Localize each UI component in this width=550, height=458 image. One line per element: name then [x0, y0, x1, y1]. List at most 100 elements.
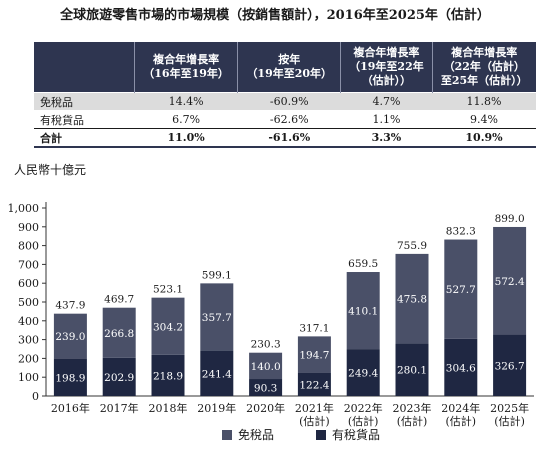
table-row: 合計 11.0% -61.6% 3.3% 10.9%	[34, 128, 536, 148]
data-label: 280.1	[397, 365, 427, 377]
bar-segment-duty-free	[346, 272, 380, 350]
y-tick-label: 100	[18, 371, 39, 384]
table-row: 免稅品 14.4% -60.9% 4.7% 11.8%	[34, 92, 536, 111]
total-label: 523.1	[153, 284, 183, 296]
y-tick-label: 400	[18, 315, 39, 328]
data-label: 304.6	[446, 362, 476, 374]
bar-segment-duty-free	[102, 307, 136, 358]
bar-segment-duty-free	[151, 297, 185, 355]
table-cell: -61.6%	[237, 128, 341, 148]
x-tick-label: (估計)	[299, 414, 330, 428]
table-row-label: 有稅貨品	[34, 110, 135, 129]
table-cell: -62.6%	[237, 110, 341, 129]
data-label: 527.7	[446, 284, 476, 296]
table-cell: 9.4%	[432, 110, 536, 129]
table-cell: 6.7%	[134, 110, 238, 129]
bar-segment-duty-free	[297, 336, 331, 373]
x-tick-label: 2020年	[246, 401, 285, 415]
x-tick-label: 2017年	[100, 401, 139, 415]
table-row-label: 合計	[34, 128, 135, 148]
chart-svg: 人民幣十億元 0 100 200 300 400 500 600 700 800 900 1,000 1…	[8, 163, 534, 442]
bar-segment-dutiable	[297, 372, 331, 396]
bar-segment-dutiable	[444, 338, 478, 396]
data-label: 122.4	[299, 379, 329, 391]
x-tick-label: 2019年	[197, 401, 236, 415]
table-header-0	[34, 42, 135, 93]
bar-segment-dutiable	[151, 354, 185, 396]
data-label: 572.4	[495, 276, 525, 288]
y-tick-label: 300	[18, 334, 39, 347]
table-cell: 11.8%	[432, 92, 536, 111]
y-axis-unit-label: 人民幣十億元	[14, 163, 86, 177]
table-row: 有稅貨品 6.7% -62.6% 1.1% 9.4%	[34, 110, 536, 129]
data-label: 304.2	[153, 321, 183, 333]
total-label: 437.9	[55, 300, 85, 312]
y-tick-label: 900	[18, 221, 39, 234]
data-label: 239.0	[55, 331, 85, 343]
total-label: 899.0	[495, 213, 525, 225]
chart-title: 全球旅遊零售市場的市場規模（按銷售額計），2016年至2025年（估計）	[60, 8, 490, 23]
data-label: 218.9	[153, 370, 183, 382]
table-header-4: 複合年增長率 （22年（估計） 至25年（估計））	[431, 42, 536, 93]
total-label: 317.1	[299, 322, 329, 334]
total-label: 599.1	[202, 269, 232, 281]
legend-swatch	[222, 430, 232, 440]
table-cell: 4.7%	[340, 92, 433, 111]
bar-segment-duty-free	[53, 313, 87, 359]
y-tick-label: 0	[32, 390, 39, 403]
table-header-3: 複合年增長率 （19年至22年 （估計））	[340, 42, 433, 93]
x-tick-label: 2018年	[149, 401, 188, 415]
total-label: 832.3	[446, 226, 476, 238]
data-label: 194.7	[299, 350, 329, 362]
x-tick-label: (估計)	[397, 414, 428, 428]
legend-label: 有稅貨品	[332, 427, 380, 442]
bar-segment-dutiable	[53, 358, 87, 396]
y-tick-label: 600	[18, 277, 39, 290]
table-header-1: 複合年增長率 （16年至19年）	[133, 42, 238, 93]
table-cell: 1.1%	[340, 110, 433, 129]
data-label: 90.3	[254, 383, 277, 395]
table-row-label: 免稅品	[34, 92, 135, 111]
bar-segment-dutiable	[493, 334, 527, 396]
y-tick-label: 200	[18, 352, 39, 365]
data-label: 198.9	[55, 372, 85, 384]
x-tick-label: 2016年	[51, 401, 90, 415]
x-tick-label: 2022年	[344, 401, 383, 415]
data-label: 326.7	[495, 360, 525, 372]
table-cell: 10.9%	[432, 128, 536, 148]
table-cell: 11.0%	[134, 128, 238, 148]
total-label: 230.3	[251, 339, 281, 351]
total-label: 659.5	[348, 258, 378, 270]
table-header-2: 按年 （19年至20年）	[237, 42, 341, 93]
table-cell: 14.4%	[134, 92, 238, 111]
bar-segment-duty-free	[444, 239, 478, 339]
data-label: 202.9	[104, 372, 134, 384]
data-label: 410.1	[348, 306, 378, 318]
x-tick-label: 2025年	[490, 401, 529, 415]
data-label: 357.7	[202, 312, 232, 324]
total-label: 755.9	[397, 240, 427, 252]
table-cell: -60.9%	[237, 92, 341, 111]
x-tick-label: (估計)	[446, 414, 477, 428]
x-tick-label: 2021年	[295, 401, 334, 415]
x-tick-label: (估計)	[494, 414, 525, 428]
bar-segment-dutiable	[102, 357, 136, 396]
bar-segment-duty-free	[493, 226, 527, 335]
data-label: 249.4	[348, 368, 378, 380]
x-tick-label: 2024年	[441, 401, 480, 415]
x-tick-label: (估計)	[348, 414, 379, 428]
y-tick-label: 800	[18, 240, 39, 253]
table-body: 免稅品 14.4% -60.9% 4.7% 11.8% 有稅貨品 6.7% -62.6% 1.1…	[34, 92, 536, 148]
total-label: 469.7	[104, 294, 134, 306]
bar-segment-dutiable	[200, 350, 234, 396]
legend-swatch	[316, 430, 326, 440]
table-header-row: 複合年增長率 （16年至19年） 按年 （19年至20年） 複合年增長率 （19年至22年…	[34, 42, 536, 93]
bar-segment-dutiable	[395, 343, 429, 396]
table-cell: 3.3%	[340, 128, 433, 148]
y-tick-label: 500	[18, 296, 39, 309]
data-label: 475.8	[397, 294, 427, 306]
data-label: 241.4	[202, 368, 232, 380]
y-tick-label: 1,000	[8, 202, 40, 215]
x-tick-label: 2023年	[393, 401, 432, 415]
bar-segment-duty-free	[249, 352, 283, 380]
